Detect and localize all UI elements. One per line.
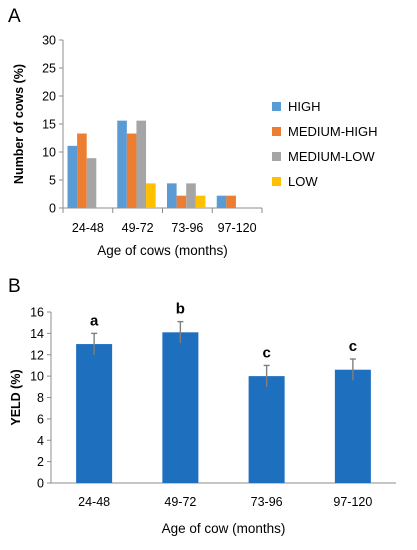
y-tick-label: 10 bbox=[30, 370, 44, 384]
legend-swatch-high bbox=[272, 102, 281, 111]
legend-label-high: HIGH bbox=[288, 99, 321, 114]
bar-medium-low-49-72 bbox=[136, 120, 147, 208]
legend-label-medium-high: MEDIUM-HIGH bbox=[288, 124, 378, 139]
bar-low-49-72 bbox=[146, 183, 156, 208]
bar-high-73-96 bbox=[167, 183, 177, 208]
y-tick-label: 8 bbox=[37, 391, 44, 405]
x-tick-label: 49-72 bbox=[122, 221, 154, 235]
legend-swatch-low bbox=[272, 177, 281, 186]
y-tick-label: 14 bbox=[30, 327, 44, 341]
bar-low-73-96 bbox=[195, 195, 206, 208]
bar-medium-low-24-48 bbox=[86, 158, 97, 208]
legend-label-low: LOW bbox=[288, 174, 318, 189]
y-tick-label: 5 bbox=[49, 174, 56, 188]
panel-label-a: A bbox=[8, 6, 21, 27]
x-axis-title: Age of cows (months) bbox=[97, 243, 228, 258]
x-tick-label: 24-48 bbox=[78, 495, 110, 509]
bar-medium-high-49-72 bbox=[126, 133, 137, 208]
y-axis-title: Number of cows (%) bbox=[12, 64, 26, 184]
y-tick-label: 10 bbox=[42, 146, 56, 160]
y-tick-label: 0 bbox=[37, 477, 44, 491]
y-axis-title: YELD (%) bbox=[9, 369, 23, 425]
x-tick-label: 49-72 bbox=[164, 495, 196, 509]
bar-49-72 bbox=[162, 332, 199, 483]
y-tick-label: 0 bbox=[49, 202, 56, 216]
significance-label-24-48: a bbox=[90, 312, 99, 329]
significance-label-97-120: c bbox=[349, 338, 357, 355]
y-tick-label: 4 bbox=[37, 434, 44, 448]
bar-high-24-48 bbox=[67, 145, 78, 208]
significance-label-73-96: c bbox=[262, 344, 270, 361]
bar-high-49-72 bbox=[117, 120, 127, 208]
legend-swatch-medium-high bbox=[272, 127, 281, 136]
bar-medium-high-24-48 bbox=[77, 133, 87, 208]
bar-97-120 bbox=[334, 369, 371, 483]
bar-high-97-120 bbox=[216, 195, 227, 208]
chart-a-age-distribution: 0 5 10 15 20 25 30 24-48 49-72 73-96 97-120 Number … bbox=[12, 34, 378, 259]
x-tick-label: 97-120 bbox=[218, 221, 257, 235]
y-tick-label: 25 bbox=[42, 62, 56, 76]
y-tick-label: 20 bbox=[42, 90, 56, 104]
significance-label-49-72: b bbox=[176, 301, 185, 318]
y-tick-label: 6 bbox=[37, 412, 44, 426]
bar-73-96 bbox=[248, 376, 285, 483]
legend-swatch-medium-low bbox=[272, 152, 281, 161]
bar-medium-low-73-96 bbox=[186, 183, 196, 208]
y-tick-label: 15 bbox=[42, 118, 56, 132]
bar-24-48 bbox=[76, 344, 113, 483]
legend-label-medium-low: MEDIUM-LOW bbox=[288, 149, 375, 164]
x-tick-label: 73-96 bbox=[171, 221, 203, 235]
x-tick-label: 24-48 bbox=[72, 221, 104, 235]
y-tick-label: 2 bbox=[37, 455, 44, 469]
bar-medium-high-97-120 bbox=[226, 195, 236, 208]
y-tick-label: 30 bbox=[42, 34, 56, 48]
x-tick-label: 97-120 bbox=[333, 495, 372, 509]
y-tick-label: 16 bbox=[30, 306, 44, 320]
y-tick-label: 12 bbox=[30, 348, 44, 362]
x-axis-title: Age of cow (months) bbox=[162, 521, 286, 536]
bar-medium-high-73-96 bbox=[176, 195, 187, 208]
panel-label-b: B bbox=[8, 276, 21, 297]
x-tick-label: 73-96 bbox=[251, 495, 283, 509]
chart-b-yield-by-age: 0 2 4 6 8 10 12 14 16 a 24-48 b 49-72 c 73-96 c 97-120 YE… bbox=[9, 301, 396, 536]
